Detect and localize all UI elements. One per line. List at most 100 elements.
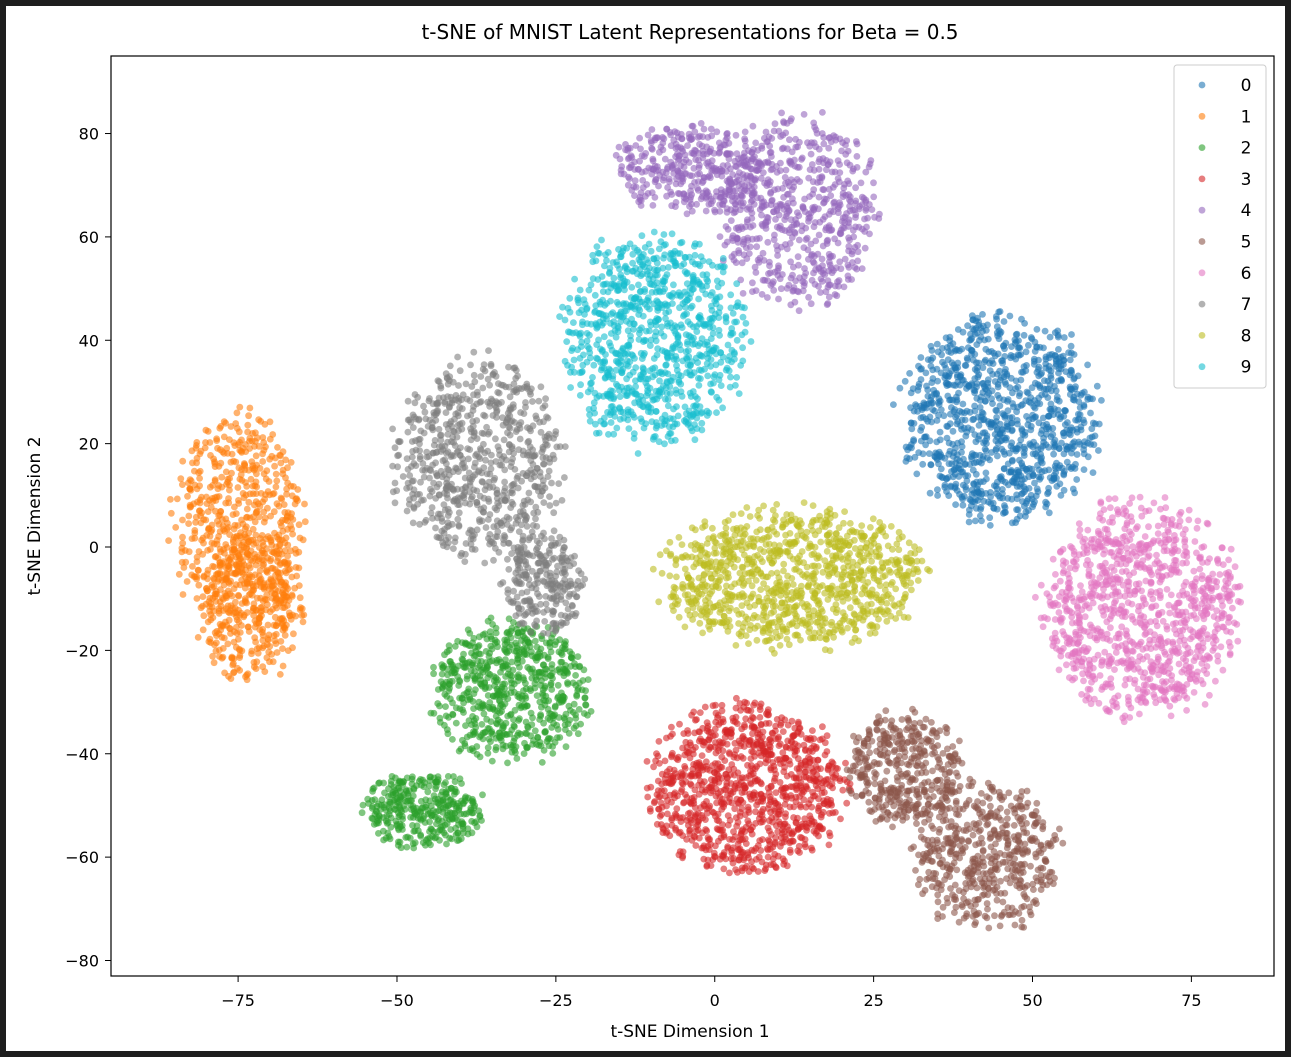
data-point — [1072, 416, 1079, 424]
data-point — [676, 720, 683, 728]
data-point — [680, 799, 687, 807]
data-point — [712, 842, 719, 850]
data-point — [844, 276, 852, 283]
data-point — [694, 184, 701, 192]
data-point — [421, 819, 429, 826]
data-point — [813, 130, 821, 137]
data-point — [984, 454, 991, 461]
data-point — [1084, 453, 1092, 461]
data-point — [244, 623, 252, 631]
data-point — [1058, 464, 1066, 472]
data-point — [778, 243, 785, 251]
data-point — [687, 187, 694, 195]
data-point — [720, 865, 728, 873]
data-point — [998, 445, 1006, 453]
data-point — [1048, 407, 1055, 415]
data-point — [819, 262, 826, 269]
data-point — [806, 776, 814, 784]
data-point — [769, 818, 776, 826]
data-point — [301, 500, 308, 508]
data-point — [1046, 381, 1054, 388]
data-point — [1024, 389, 1032, 397]
data-point — [771, 839, 779, 846]
data-point — [179, 457, 187, 465]
data-point — [751, 263, 759, 271]
data-point — [472, 715, 480, 722]
data-point — [489, 657, 496, 665]
data-point — [650, 763, 657, 771]
data-point — [195, 581, 203, 589]
data-point — [949, 340, 957, 348]
data-point — [813, 771, 821, 779]
data-point — [959, 468, 967, 476]
data-point — [1041, 391, 1049, 398]
data-point — [222, 419, 230, 427]
data-point — [358, 809, 366, 817]
data-point — [819, 155, 827, 162]
data-point — [202, 426, 210, 434]
data-point — [825, 841, 833, 849]
data-point — [1045, 362, 1053, 370]
data-point — [655, 738, 663, 745]
data-point — [1009, 400, 1016, 407]
data-point — [799, 820, 806, 828]
data-point — [758, 291, 766, 298]
data-point — [278, 522, 285, 530]
data-point — [742, 784, 749, 792]
data-point — [793, 786, 800, 794]
data-point — [675, 152, 683, 160]
data-point — [243, 545, 250, 552]
data-point — [772, 722, 779, 730]
data-point — [193, 595, 201, 602]
data-point — [1073, 451, 1081, 458]
data-point — [996, 402, 1004, 410]
data-point — [767, 798, 774, 806]
data-point — [752, 287, 760, 294]
data-point — [1004, 407, 1012, 415]
data-point — [969, 325, 977, 333]
data-point — [1045, 413, 1053, 420]
data-point — [259, 663, 267, 671]
data-point — [790, 263, 797, 271]
data-point — [1058, 439, 1065, 447]
data-point — [365, 800, 372, 807]
data-point — [222, 592, 230, 600]
data-point — [735, 247, 742, 254]
data-point — [779, 271, 786, 278]
data-point — [1039, 414, 1047, 422]
data-point — [430, 663, 437, 671]
data-point — [537, 712, 544, 720]
data-point — [739, 202, 746, 210]
data-point — [471, 675, 479, 683]
data-point — [417, 832, 425, 840]
data-point — [712, 749, 720, 757]
data-point — [816, 218, 824, 226]
data-point — [757, 721, 765, 729]
series-1-points — [165, 403, 309, 684]
data-point — [663, 192, 670, 200]
data-point — [213, 536, 221, 544]
data-point — [1066, 356, 1074, 364]
data-point — [943, 434, 951, 442]
data-point — [548, 724, 556, 731]
data-point — [481, 679, 488, 687]
data-point — [806, 166, 814, 174]
data-point — [244, 421, 252, 429]
data-point — [697, 195, 705, 203]
data-point — [728, 849, 736, 857]
data-point — [986, 514, 994, 522]
data-point — [193, 575, 201, 583]
data-point — [641, 153, 648, 160]
data-point — [711, 208, 719, 216]
data-point — [224, 478, 232, 486]
data-point — [833, 292, 841, 300]
data-point — [531, 637, 539, 645]
data-point — [919, 460, 927, 468]
data-point — [971, 330, 979, 338]
data-point — [268, 452, 276, 460]
data-point — [215, 630, 223, 638]
data-point — [223, 622, 231, 629]
data-point — [524, 744, 531, 751]
data-point — [704, 134, 712, 141]
data-point — [764, 238, 772, 246]
